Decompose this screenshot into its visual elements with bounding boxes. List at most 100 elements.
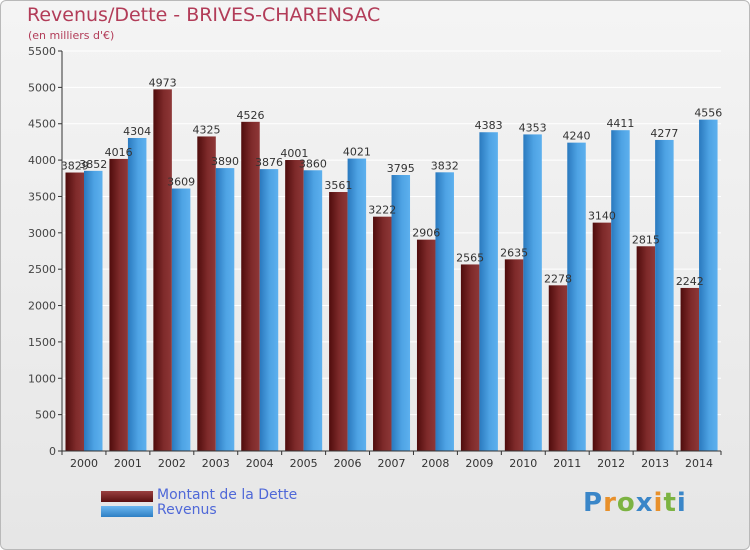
- bar-revenus-2001: [127, 137, 147, 451]
- bar-revenus-2009: [479, 132, 498, 451]
- data-label-dette-2008: 2906: [412, 227, 440, 240]
- x-axis-ticks: 2000 2001 2002 2003 2004 2005 2006 2007 2008 2009…: [61, 451, 722, 470]
- data-label-revenus-2003: 3890: [211, 155, 239, 168]
- data-label-dette-2006: 3561: [324, 179, 352, 192]
- data-label-revenus-2009: 4383: [475, 119, 503, 132]
- bar-dette-2005: [285, 160, 304, 451]
- data-label-dette-2003: 4325: [193, 123, 221, 136]
- bars: [65, 89, 718, 452]
- bar-dette-2000: [65, 172, 84, 451]
- bar-revenus-2012: [611, 130, 630, 451]
- bar-revenus-2008: [435, 172, 454, 452]
- bar-revenus-2004: [259, 169, 279, 452]
- data-label-dette-2005: 4001: [280, 147, 308, 160]
- x-tick-label: 2007: [378, 457, 406, 470]
- x-tick-label: 2006: [334, 457, 362, 470]
- y-tick-label: 2000: [28, 300, 56, 313]
- chart-subtitle: (en milliers d'€): [28, 29, 115, 42]
- data-label-revenus-2002: 3609: [167, 176, 195, 189]
- bar-dette-2002: [153, 89, 172, 451]
- x-tick-label: 2001: [114, 457, 142, 470]
- y-tick-label: 4500: [28, 118, 56, 131]
- bar-dette-2011: [548, 285, 568, 451]
- bar-revenus-2010: [523, 134, 542, 451]
- x-tick-label: 2000: [70, 457, 98, 470]
- data-label-dette-2011: 2278: [544, 272, 572, 285]
- bar-revenus-2007: [391, 175, 411, 451]
- legend-swatch-dette: [101, 491, 153, 502]
- x-tick-label: 2008: [421, 457, 449, 470]
- bar-revenus-2003: [215, 168, 235, 451]
- x-tick-label: 2005: [290, 457, 318, 470]
- bar-dette-2013: [636, 246, 656, 451]
- x-tick-label: 2014: [685, 457, 713, 470]
- bar-revenus-2011: [567, 142, 586, 452]
- data-label-revenus-2010: 4353: [519, 121, 547, 134]
- y-tick-label: 3500: [28, 190, 56, 203]
- data-label-revenus-2006: 4021: [343, 146, 371, 159]
- data-label-dette-2001: 4016: [105, 146, 133, 159]
- bar-dette-2012: [592, 222, 612, 451]
- x-tick-label: 2004: [246, 457, 274, 470]
- x-tick-label: 2011: [553, 457, 581, 470]
- y-tick-label: 5500: [28, 45, 56, 58]
- data-label-dette-2012: 3140: [588, 210, 616, 223]
- y-axis-ticks: 0 500 1000 1500 2000 2500 3000 3500 4000 4500 5000…: [28, 45, 62, 458]
- y-tick-label: 2500: [28, 263, 56, 276]
- data-label-dette-2002: 4973: [149, 76, 177, 89]
- y-tick-label: 1000: [28, 372, 56, 385]
- y-tick-label: 500: [35, 409, 56, 422]
- legend-label-dette: Montant de la Dette: [157, 487, 298, 503]
- bar-dette-2001: [109, 158, 128, 451]
- bar-dette-2009: [460, 264, 480, 451]
- data-label-revenus-2012: 4411: [606, 117, 634, 130]
- x-tick-label: 2010: [509, 457, 537, 470]
- data-label-revenus-2004: 3876: [255, 156, 283, 169]
- bar-dette-2014: [680, 287, 700, 451]
- x-tick-label: 2013: [641, 457, 669, 470]
- bar-dette-2006: [329, 192, 348, 451]
- data-label-dette-2009: 2565: [456, 251, 484, 264]
- data-label-dette-2014: 2242: [676, 275, 704, 288]
- bar-revenus-2013: [655, 139, 674, 452]
- bar-dette-2003: [197, 136, 216, 452]
- data-label-revenus-2005: 3860: [299, 157, 327, 170]
- bar-dette-2007: [373, 216, 392, 451]
- data-label-revenus-2008: 3832: [431, 159, 459, 172]
- data-label-dette-2004: 4526: [236, 109, 264, 122]
- data-label-revenus-2011: 4240: [563, 130, 591, 143]
- data-label-revenus-2013: 4277: [650, 127, 678, 140]
- x-tick-label: 2009: [465, 457, 493, 470]
- y-tick-label: 5000: [28, 81, 56, 94]
- y-tick-label: 3000: [28, 227, 56, 240]
- bar-dette-2010: [504, 259, 524, 451]
- bar-revenus-2014: [699, 119, 718, 452]
- bar-revenus-2002: [171, 188, 191, 451]
- x-tick-label: 2012: [597, 457, 625, 470]
- axes: [61, 51, 721, 452]
- bar-dette-2008: [416, 239, 436, 451]
- chart-title: Revenus/Dette - BRIVES-CHARENSAC: [27, 4, 381, 26]
- y-tick-label: 0: [49, 445, 56, 458]
- bar-dette-2004: [241, 121, 260, 451]
- y-tick-label: 1500: [28, 336, 56, 349]
- bar-revenus-2000: [84, 170, 103, 451]
- data-label-dette-2010: 2635: [500, 246, 528, 259]
- data-label-dette-2000: 3829: [61, 160, 89, 173]
- legend-swatch-revenus: [101, 506, 153, 517]
- data-label-dette-2013: 2815: [632, 233, 660, 246]
- bar-revenus-2006: [347, 158, 367, 451]
- x-tick-label: 2002: [158, 457, 186, 470]
- x-tick-label: 2003: [202, 457, 230, 470]
- bar-revenus-2005: [303, 170, 323, 452]
- data-label-revenus-2000: 3852: [79, 158, 107, 171]
- data-label-revenus-2001: 4304: [123, 125, 151, 138]
- data-label-dette-2007: 3222: [368, 204, 396, 217]
- data-label-revenus-2007: 3795: [387, 162, 415, 175]
- data-label-revenus-2014: 4556: [694, 107, 722, 120]
- legend-label-revenus: Revenus: [157, 502, 217, 518]
- proxiti-logo: Proxiti: [583, 488, 687, 518]
